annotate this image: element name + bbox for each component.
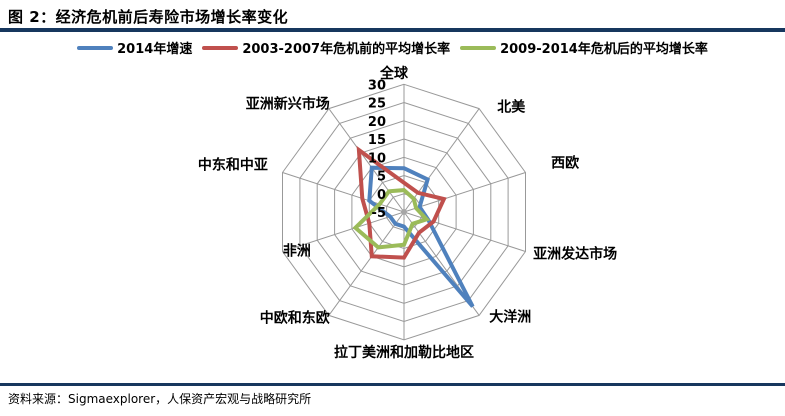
- series-polygon-1: [356, 145, 447, 260]
- bottom-divider: [0, 383, 785, 386]
- figure-title: 图 2：经济危机前后寿险市场增长率变化: [8, 8, 289, 26]
- legend-swatch-red: [202, 45, 239, 50]
- radar-center-marker: [401, 209, 407, 215]
- legend-item-postcrisis: 2009-2014年危机后的平均增长率: [460, 38, 708, 57]
- legend-item-2014: 2014年增速: [77, 38, 192, 57]
- radar-spoke: [403, 172, 526, 213]
- radar-spoke: [403, 108, 480, 213]
- tick-label: 25: [368, 97, 386, 112]
- category-label-6: 中欧和东欧: [260, 309, 330, 326]
- legend-item-precrisis: 2003-2007年危机前的平均增长率: [202, 38, 450, 57]
- tick-label: 30: [368, 78, 386, 93]
- legend-label-2014: 2014年增速: [117, 42, 193, 57]
- series-polygon-0: [367, 165, 475, 308]
- category-label-7: 非洲: [283, 242, 311, 259]
- category-label-8: 中东和中亚: [198, 157, 268, 174]
- tick-label: 5: [377, 170, 386, 185]
- category-label-1: 北美: [497, 99, 526, 116]
- source-note: 资料来源：Sigmaexplorer，人保资产宏观与战略研究所: [8, 392, 312, 406]
- category-label-3: 亚洲发达市场: [533, 245, 617, 262]
- tick-label: 15: [368, 133, 386, 148]
- chart-legend: 2014年增速 2003-2007年危机前的平均增长率 2009-2014年危机…: [0, 38, 785, 57]
- legend-label-postcrisis: 2009-2014年危机后的平均增长率: [500, 42, 708, 57]
- category-label-2: 西欧: [551, 155, 579, 172]
- radar-spoke: [328, 108, 405, 213]
- radar-spoke: [282, 211, 405, 252]
- category-label-9: 亚洲新兴市场: [246, 96, 330, 113]
- series-polygon-2: [352, 188, 431, 250]
- radar-spoke: [328, 211, 405, 316]
- category-label-5: 拉丁美洲和加勒比地区: [334, 344, 474, 361]
- top-divider: [0, 28, 785, 32]
- tick-label: 0: [377, 188, 386, 203]
- radar-spoke: [282, 172, 405, 213]
- radar-ring: [282, 83, 526, 341]
- tick-label: 20: [368, 115, 386, 130]
- radar-chart-area: 30 25 20 15 10 5 0 -5 全球北美西欧亚洲发达市场大洋洲拉丁美洲和加勒比地区 中…: [0, 58, 785, 376]
- category-label-0: 全球: [379, 65, 409, 82]
- tick-label: 10: [368, 151, 386, 166]
- category-label-4: 大洋洲: [489, 308, 531, 325]
- legend-swatch-green: [460, 45, 497, 50]
- tick-label: -5: [372, 206, 386, 221]
- legend-swatch-blue: [77, 45, 114, 50]
- legend-label-precrisis: 2003-2007年危机前的平均增长率: [242, 42, 451, 57]
